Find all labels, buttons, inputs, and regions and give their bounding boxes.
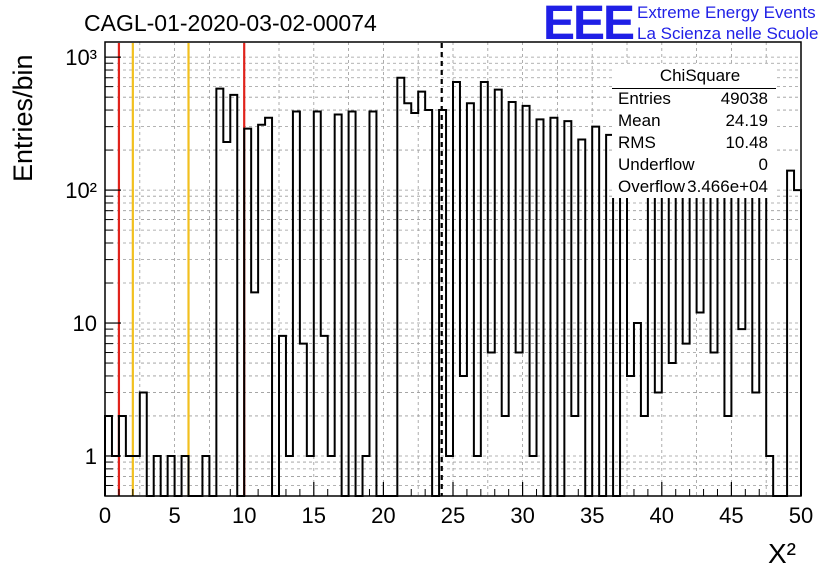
reference-lines — [117, 43, 443, 496]
y-tick-label: 10 — [73, 311, 97, 336]
stats-label: RMS — [618, 133, 656, 152]
stats-label: Underflow — [618, 155, 695, 174]
x-tick-label: 0 — [99, 503, 111, 528]
stats-row: RMS 10.48 — [612, 132, 776, 154]
x-tick-label: 10 — [232, 503, 256, 528]
y-tick-label: 1 — [85, 444, 97, 469]
stats-divider — [612, 88, 776, 89]
axis-ticks: 0 5 10 15 20 25 30 35 40 45 50 1 10 10² 10³ — [65, 45, 813, 528]
plot-frame — [104, 41, 802, 497]
stats-row: Entries 49038 — [612, 88, 776, 110]
stats-value: 24.19 — [725, 111, 768, 130]
x-tick-label: 15 — [302, 503, 326, 528]
x-tick-label: 35 — [580, 503, 604, 528]
logo-subtitle-2: La Scienza nelle Scuole — [637, 24, 819, 43]
x-tick-label: 40 — [650, 503, 674, 528]
stats-row: Mean 24.19 — [612, 110, 776, 132]
stats-row: Overflow 3.466e+04 — [612, 176, 776, 198]
stats-title: ChiSquare — [659, 66, 741, 85]
y-tick-label: 10³ — [65, 45, 97, 70]
x-tick-label: 30 — [510, 503, 534, 528]
x-tick-label: 45 — [719, 503, 743, 528]
histogram-line — [104, 76, 802, 497]
stats-value: 3.466e+04 — [687, 177, 768, 196]
chart-title: CAGL-01-2020-03-02-00074 — [84, 10, 377, 36]
x-axis-label: X² — [768, 538, 796, 569]
stats-box: ChiSquare Entries 49038 Mean 24.19 RMS 10.4… — [612, 66, 776, 198]
stats-label: Entries — [618, 89, 671, 108]
stats-value: 10.48 — [725, 133, 768, 152]
x-tick-label: 5 — [168, 503, 180, 528]
x-tick-label: 20 — [371, 503, 395, 528]
y-tick-label: 10² — [65, 178, 97, 203]
x-tick-label: 50 — [789, 503, 813, 528]
stats-label: Mean — [618, 111, 661, 130]
stats-value: 49038 — [720, 89, 768, 108]
eee-logo: EEE — [543, 0, 635, 50]
logo-subtitle-1: Extreme Energy Events — [637, 3, 816, 22]
y-axis-label: Entries/bin — [8, 54, 38, 182]
stats-row: Underflow 0 — [612, 154, 776, 176]
stats-value: 0 — [758, 155, 768, 174]
stats-label: Overflow — [618, 177, 686, 196]
x-tick-label: 25 — [441, 503, 465, 528]
